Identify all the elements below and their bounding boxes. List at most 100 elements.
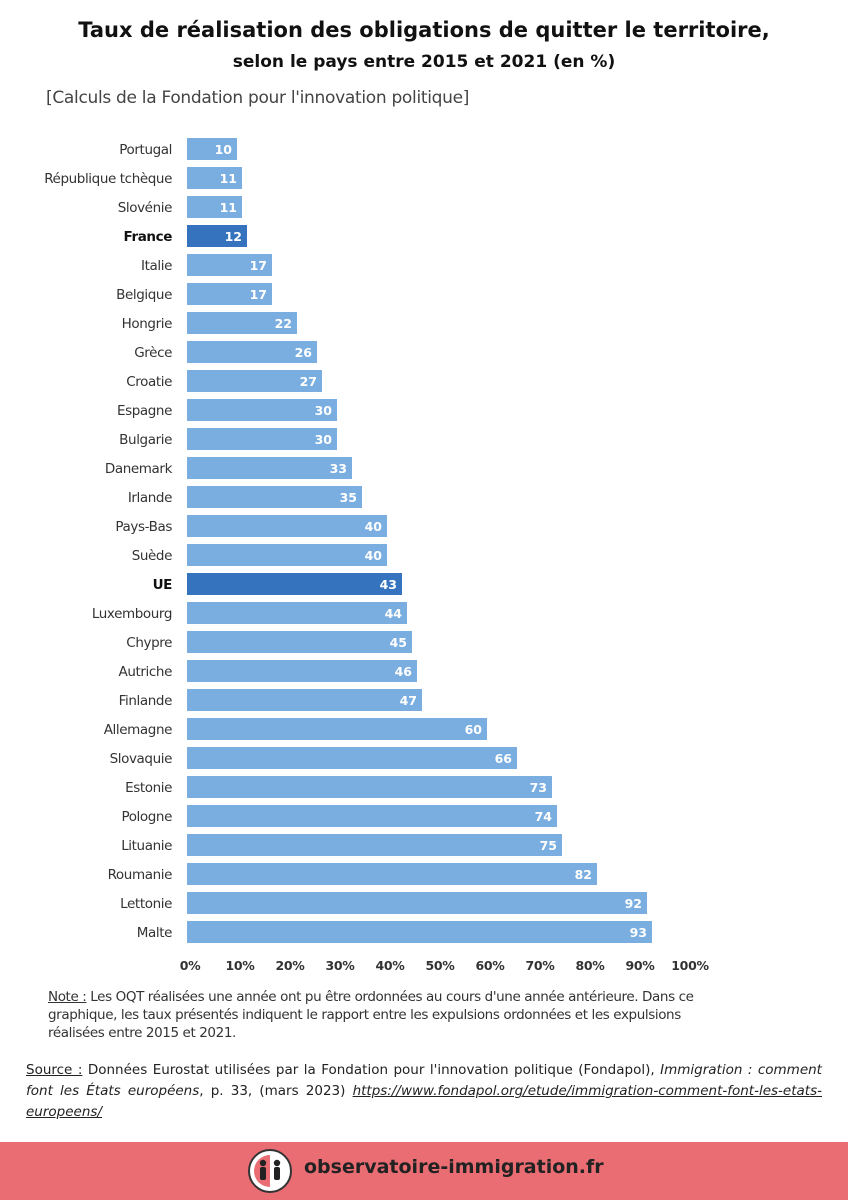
bar-roumanie — [187, 863, 597, 885]
value-label-hongrie: 22 — [275, 316, 292, 331]
chart-title: Taux de réalisation des obligations de q… — [78, 18, 770, 42]
x-tick-label-70: 70% — [525, 958, 555, 973]
x-tick-label-20: 20% — [275, 958, 305, 973]
footer-site-name[interactable]: observatoire-immigration.fr — [304, 1156, 604, 1178]
value-label-suede: 40 — [365, 548, 383, 563]
bar-malte — [187, 921, 652, 943]
x-tick-label-90: 90% — [625, 958, 655, 973]
bar-croatie — [187, 370, 322, 392]
x-tick-label-10: 10% — [225, 958, 255, 973]
value-label-pays-bas: 40 — [365, 519, 383, 534]
bar-lituanie — [187, 834, 562, 856]
category-label-allemagne: Allemagne — [104, 722, 172, 738]
category-label-pays-bas: Pays-Bas — [115, 519, 172, 535]
category-labels-group: Portugal République tchèque Slovénie France… — [44, 142, 173, 941]
bar-autriche — [187, 660, 417, 682]
category-label-lettonie: Lettonie — [120, 896, 172, 912]
category-label-republique-tcheque: République tchèque — [44, 171, 172, 187]
x-tick-label-40: 40% — [375, 958, 405, 973]
category-label-danemark: Danemark — [105, 461, 173, 477]
note-text: Les OQT réalisées une année ont pu être … — [48, 989, 694, 1041]
value-label-irlande: 35 — [340, 490, 357, 505]
value-label-france: 12 — [225, 229, 242, 244]
source-link[interactable]: https://www.fondapol.org/etude/immigrati… — [26, 1083, 822, 1120]
category-label-malte: Malte — [137, 925, 172, 941]
category-label-irlande: Irlande — [128, 490, 172, 506]
category-label-espagne: Espagne — [117, 403, 172, 419]
bar-danemark — [187, 457, 352, 479]
bar-republique-tcheque — [187, 167, 242, 189]
note-lead: Note : — [48, 989, 87, 1005]
category-label-croatie: Croatie — [126, 374, 172, 390]
x-tick-label-60: 60% — [475, 958, 505, 973]
value-label-roumanie: 82 — [575, 867, 592, 882]
x-tick-label-80: 80% — [575, 958, 605, 973]
value-label-portugal: 10 — [215, 142, 233, 157]
bar-slovenie — [187, 196, 242, 218]
category-label-estonie: Estonie — [125, 780, 172, 796]
value-label-grece: 26 — [295, 345, 313, 360]
bar-ue — [187, 573, 402, 595]
category-label-lituanie: Lituanie — [121, 838, 172, 854]
value-label-allemagne: 60 — [465, 722, 483, 737]
source-publication-title: Immigration : comment font les États eur… — [26, 1062, 822, 1099]
category-label-hongrie: Hongrie — [122, 316, 172, 332]
chart-note: Note : Les OQT réalisées une année ont p… — [48, 988, 718, 1042]
source-citation: Source : Données Eurostat utilisées par … — [26, 1060, 822, 1123]
value-label-italie: 17 — [250, 258, 267, 273]
category-label-slovaquie: Slovaquie — [110, 751, 173, 767]
bar-suede — [187, 544, 387, 566]
bar-finlande — [187, 689, 422, 711]
category-label-france: France — [124, 229, 173, 245]
bar-irlande — [187, 486, 362, 508]
x-tick-label-50: 50% — [425, 958, 455, 973]
category-label-pologne: Pologne — [121, 809, 172, 825]
value-label-malte: 93 — [630, 925, 647, 940]
value-label-lettonie: 92 — [625, 896, 642, 911]
bar-chypre — [187, 631, 412, 653]
value-label-republique-tcheque: 11 — [220, 171, 237, 186]
bar-lettonie — [187, 892, 647, 914]
value-label-bulgarie: 30 — [315, 432, 333, 447]
bar-portugal — [187, 138, 237, 160]
category-label-autriche: Autriche — [119, 664, 173, 680]
bar-france — [187, 225, 247, 247]
bar-chart: Portugal République tchèque Slovénie France… — [44, 138, 710, 973]
bar-italie — [187, 254, 272, 276]
bar-slovaquie — [187, 747, 517, 769]
value-label-slovaquie: 66 — [495, 751, 513, 766]
people-silhouette-icon — [248, 1149, 292, 1193]
category-label-ue: UE — [153, 577, 173, 593]
category-label-suede: Suède — [132, 548, 172, 564]
bar-belgique — [187, 283, 272, 305]
x-tick-label-100: 100% — [671, 958, 709, 973]
category-label-belgique: Belgique — [116, 287, 172, 303]
category-label-slovenie: Slovénie — [118, 200, 172, 216]
x-tick-label-30: 30% — [325, 958, 355, 973]
category-label-luxembourg: Luxembourg — [92, 606, 172, 622]
value-label-chypre: 45 — [390, 635, 407, 650]
value-label-estonie: 73 — [530, 780, 547, 795]
chart-credit: [Calculs de la Fondation pour l'innovati… — [46, 88, 470, 108]
category-label-italie: Italie — [141, 258, 172, 274]
source-text-2: , p. 33, (mars 2023) — [199, 1083, 353, 1099]
bar-grece — [187, 341, 317, 363]
chart-subtitle: selon le pays entre 2015 et 2021 (en %) — [232, 52, 616, 72]
x-axis-ticks-group: 0% 10% 20% 30% 40% 50% 60% 70% 80% 90% 100% — [180, 958, 710, 973]
value-label-danemark: 33 — [330, 461, 347, 476]
category-label-bulgarie: Bulgarie — [119, 432, 172, 448]
value-label-lituanie: 75 — [540, 838, 557, 853]
bar-pays-bas — [187, 515, 387, 537]
value-label-belgique: 17 — [250, 287, 267, 302]
value-label-pologne: 74 — [535, 809, 553, 824]
value-label-luxembourg: 44 — [385, 606, 403, 621]
bar-allemagne — [187, 718, 487, 740]
bar-luxembourg — [187, 602, 407, 624]
value-label-autriche: 46 — [395, 664, 413, 679]
bar-estonie — [187, 776, 552, 798]
value-label-slovenie: 11 — [220, 200, 237, 215]
source-lead: Source : — [26, 1062, 83, 1078]
footer-banner: observatoire-immigration.fr — [0, 1142, 848, 1200]
category-label-roumanie: Roumanie — [108, 867, 173, 883]
bar-bulgarie — [187, 428, 337, 450]
